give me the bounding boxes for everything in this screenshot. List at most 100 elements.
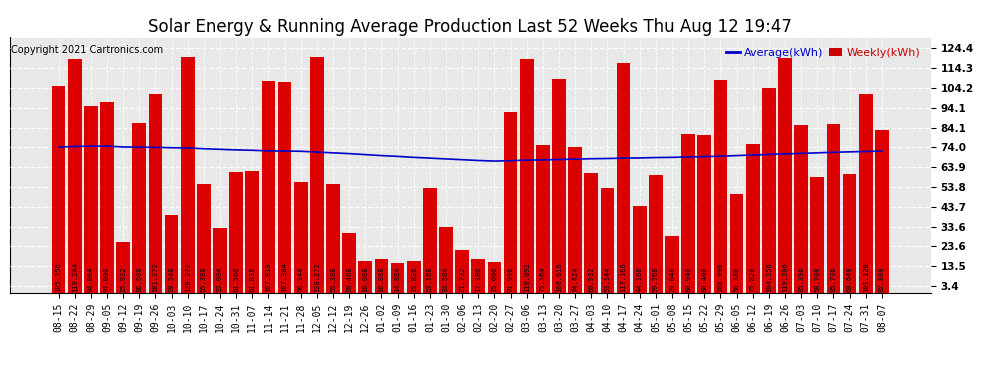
Text: 107.818: 107.818 xyxy=(265,262,271,291)
Bar xyxy=(714,81,728,292)
Text: 16.068: 16.068 xyxy=(362,266,368,291)
Text: 58.708: 58.708 xyxy=(815,266,821,291)
Bar xyxy=(504,112,518,292)
Bar xyxy=(423,188,437,292)
Bar xyxy=(778,58,792,292)
Bar xyxy=(278,82,291,292)
Text: 14.884: 14.884 xyxy=(395,266,401,291)
Text: 119.092: 119.092 xyxy=(524,262,530,291)
Text: 75.364: 75.364 xyxy=(540,266,545,291)
Bar xyxy=(536,145,549,292)
Bar xyxy=(568,147,582,292)
Text: 50.380: 50.380 xyxy=(734,266,740,291)
Bar xyxy=(164,215,178,292)
Text: 107.304: 107.304 xyxy=(281,262,288,291)
Text: 16.868: 16.868 xyxy=(378,266,384,291)
Bar xyxy=(762,88,776,292)
Bar xyxy=(197,184,211,292)
Legend: Average(kWh), Weekly(kWh): Average(kWh), Weekly(kWh) xyxy=(722,43,925,62)
Bar xyxy=(601,188,615,292)
Bar xyxy=(730,194,743,292)
Text: 80.940: 80.940 xyxy=(685,266,691,291)
Bar xyxy=(633,206,646,292)
Text: 108.616: 108.616 xyxy=(556,262,562,291)
Bar xyxy=(875,130,889,292)
Text: 75.820: 75.820 xyxy=(749,266,755,291)
Bar xyxy=(84,106,98,292)
Bar xyxy=(617,63,631,292)
Text: 53.168: 53.168 xyxy=(427,266,433,291)
Text: 55.388: 55.388 xyxy=(201,266,207,291)
Text: 29.048: 29.048 xyxy=(669,266,675,291)
Text: 119.244: 119.244 xyxy=(71,262,78,291)
Text: 104.356: 104.356 xyxy=(766,262,772,291)
Text: 94.864: 94.864 xyxy=(88,266,94,291)
Bar xyxy=(310,57,324,292)
Bar xyxy=(665,236,679,292)
Text: 25.932: 25.932 xyxy=(120,266,126,291)
Text: 85.736: 85.736 xyxy=(831,266,837,291)
Bar xyxy=(552,80,566,292)
Text: 85.396: 85.396 xyxy=(798,266,804,291)
Text: 44.168: 44.168 xyxy=(637,266,643,291)
Bar xyxy=(745,144,759,292)
Bar xyxy=(133,123,147,292)
Text: 60.932: 60.932 xyxy=(588,266,594,291)
Bar xyxy=(649,175,662,292)
Text: 108.096: 108.096 xyxy=(718,262,724,291)
Text: 86.608: 86.608 xyxy=(137,266,143,291)
Bar xyxy=(100,102,114,292)
Bar xyxy=(51,86,65,292)
Bar xyxy=(471,259,485,292)
Bar xyxy=(148,94,162,292)
Bar xyxy=(213,228,227,292)
Text: 91.996: 91.996 xyxy=(508,266,514,291)
Text: 21.732: 21.732 xyxy=(459,266,465,291)
Bar xyxy=(246,171,259,292)
Bar xyxy=(181,57,195,292)
Bar xyxy=(811,177,825,292)
Text: 39.548: 39.548 xyxy=(168,266,174,291)
Text: 55.388: 55.388 xyxy=(330,266,336,291)
Text: 53.144: 53.144 xyxy=(605,266,611,291)
Bar xyxy=(374,260,388,292)
Text: 120.272: 120.272 xyxy=(314,262,320,291)
Bar xyxy=(842,174,856,292)
Bar xyxy=(488,262,501,292)
Bar xyxy=(294,182,308,292)
Text: 74.424: 74.424 xyxy=(572,266,578,291)
Text: 61.816: 61.816 xyxy=(249,266,255,291)
Text: 33.504: 33.504 xyxy=(444,266,449,291)
Text: 17.180: 17.180 xyxy=(475,266,481,291)
Bar xyxy=(116,242,130,292)
Text: 105.356: 105.356 xyxy=(55,262,61,291)
Bar xyxy=(358,261,372,292)
Text: 59.768: 59.768 xyxy=(652,266,659,291)
Text: Copyright 2021 Cartronics.com: Copyright 2021 Cartronics.com xyxy=(11,45,163,55)
Text: 101.272: 101.272 xyxy=(152,262,158,291)
Bar xyxy=(698,135,711,292)
Bar xyxy=(584,173,598,292)
Text: 15.600: 15.600 xyxy=(491,266,497,291)
Bar xyxy=(343,233,356,292)
Text: 80.400: 80.400 xyxy=(701,266,707,291)
Text: 33.004: 33.004 xyxy=(217,266,223,291)
Bar xyxy=(68,58,81,292)
Text: 15.828: 15.828 xyxy=(411,266,417,291)
Text: 120.272: 120.272 xyxy=(185,262,191,291)
Bar xyxy=(440,227,452,292)
Bar xyxy=(407,261,421,292)
Text: 117.168: 117.168 xyxy=(621,262,627,291)
Bar xyxy=(230,172,243,292)
Title: Solar Energy & Running Average Production Last 52 Weeks Thu Aug 12 19:47: Solar Energy & Running Average Productio… xyxy=(148,18,792,36)
Text: 101.128: 101.128 xyxy=(862,262,869,291)
Bar xyxy=(391,263,405,292)
Text: 97.000: 97.000 xyxy=(104,266,110,291)
Bar xyxy=(326,184,340,292)
Text: 60.640: 60.640 xyxy=(846,266,852,291)
Bar xyxy=(455,250,469,292)
Bar xyxy=(827,124,841,292)
Text: 82.880: 82.880 xyxy=(879,266,885,291)
Bar xyxy=(261,81,275,292)
Bar xyxy=(681,134,695,292)
